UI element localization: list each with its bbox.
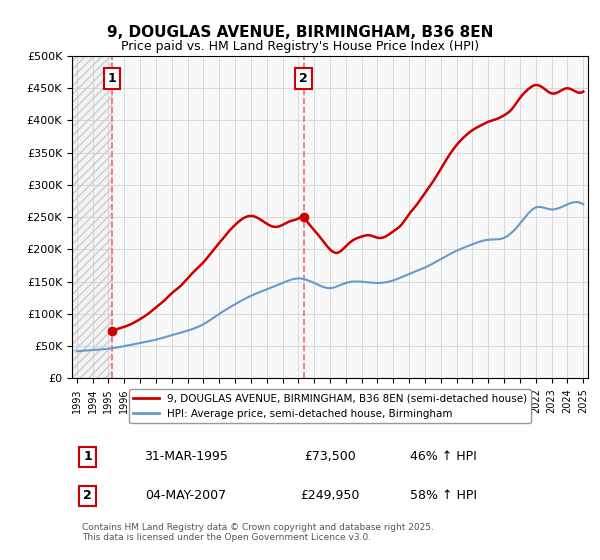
Text: 58% ↑ HPI: 58% ↑ HPI — [410, 489, 477, 502]
Text: 9, DOUGLAS AVENUE, BIRMINGHAM, B36 8EN: 9, DOUGLAS AVENUE, BIRMINGHAM, B36 8EN — [107, 25, 493, 40]
Text: 31-MAR-1995: 31-MAR-1995 — [143, 450, 227, 463]
Text: £249,950: £249,950 — [301, 489, 359, 502]
Text: Price paid vs. HM Land Registry's House Price Index (HPI): Price paid vs. HM Land Registry's House … — [121, 40, 479, 53]
Text: 2: 2 — [83, 489, 92, 502]
Legend: 9, DOUGLAS AVENUE, BIRMINGHAM, B36 8EN (semi-detached house), HPI: Average price: 9, DOUGLAS AVENUE, BIRMINGHAM, B36 8EN (… — [128, 389, 532, 423]
Text: 1: 1 — [83, 450, 92, 463]
Text: Contains HM Land Registry data © Crown copyright and database right 2025.
This d: Contains HM Land Registry data © Crown c… — [82, 523, 434, 543]
Bar — [69, 56, 112, 379]
Text: 2: 2 — [299, 72, 308, 85]
Text: 46% ↑ HPI: 46% ↑ HPI — [410, 450, 477, 463]
Text: 04-MAY-2007: 04-MAY-2007 — [145, 489, 226, 502]
Text: £73,500: £73,500 — [304, 450, 356, 463]
Text: 1: 1 — [108, 72, 117, 85]
